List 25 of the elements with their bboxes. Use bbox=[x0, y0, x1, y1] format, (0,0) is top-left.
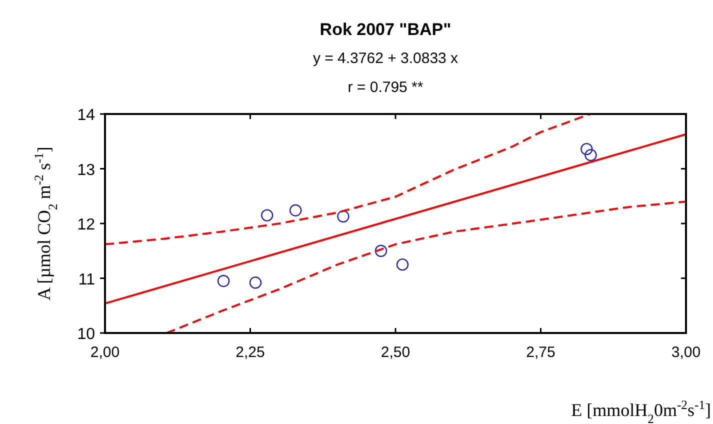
y-tick-label: 13 bbox=[77, 162, 96, 179]
point bbox=[396, 258, 409, 271]
chart-subtitle: y = 4.3762 + 3.0833 x bbox=[312, 50, 459, 67]
point bbox=[261, 209, 274, 222]
point bbox=[289, 204, 302, 216]
point bbox=[580, 142, 593, 156]
line-series bbox=[104, 113, 592, 246]
y-tick-label: 11 bbox=[78, 271, 96, 288]
x-tick-label: 2,75 bbox=[526, 344, 556, 361]
x-tick-label: 2,00 bbox=[90, 344, 120, 361]
text: r = 0.795 ** bbox=[348, 79, 424, 96]
line-series bbox=[166, 200, 687, 334]
point bbox=[584, 148, 597, 162]
x-tick-label: 3,00 bbox=[671, 344, 701, 361]
chart-title: Rok 2007 "BAP" bbox=[320, 20, 452, 39]
point bbox=[217, 274, 230, 288]
y-tick-label: 10 bbox=[77, 326, 96, 343]
y-tick-label: 14 bbox=[77, 107, 96, 124]
x-tick-label: 2,50 bbox=[380, 344, 410, 361]
point bbox=[249, 276, 262, 289]
x-tick-label: 2,25 bbox=[236, 344, 265, 361]
y-tick-label: 12 bbox=[77, 216, 96, 234]
point bbox=[337, 210, 350, 222]
x-axis-title: E [mmolH$_{2}$0m$^{-2}$s$^{-1}$] bbox=[571, 398, 711, 424]
point bbox=[374, 244, 388, 257]
